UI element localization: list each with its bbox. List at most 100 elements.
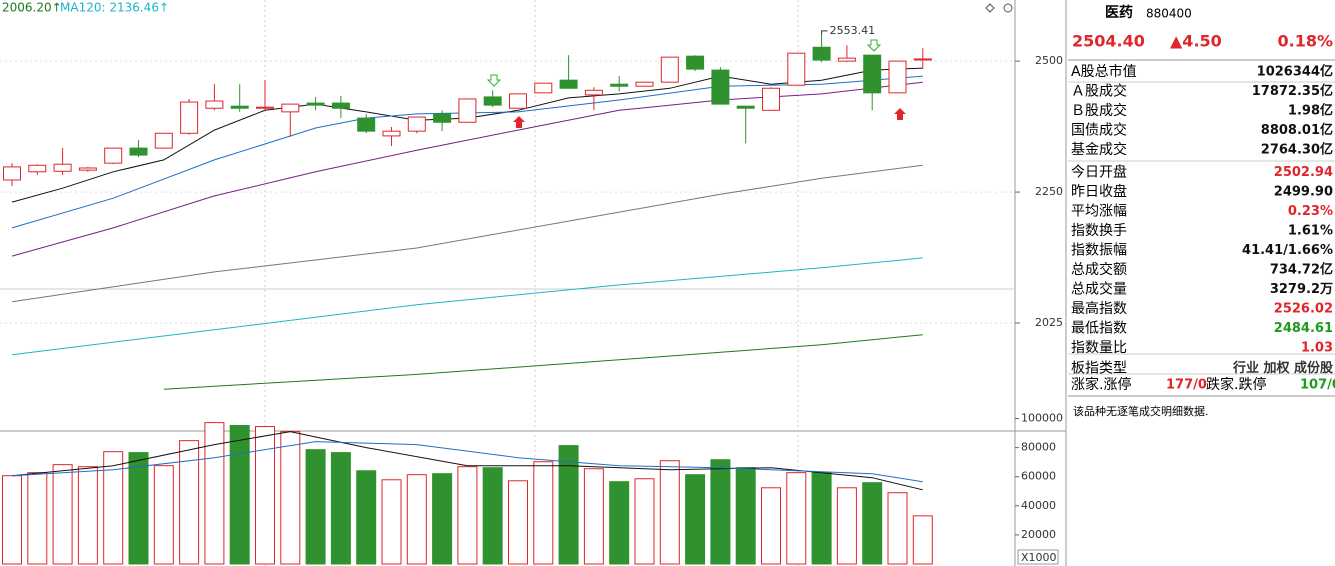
stock-name: 医药 — [1105, 4, 1133, 21]
candle-body — [331, 102, 350, 109]
row-label: 总成交量 — [1071, 281, 1127, 298]
row-value: 0.23% — [1288, 204, 1333, 219]
row-value: 2484.61 — [1274, 321, 1333, 336]
candle-body — [28, 164, 47, 173]
volume-bar — [508, 480, 528, 565]
volume-bar — [761, 487, 781, 565]
icon-settings[interactable] — [1003, 3, 1013, 13]
candle-body — [509, 93, 527, 109]
volume-bar — [128, 452, 149, 565]
volume-bar — [836, 487, 857, 565]
candle-body — [483, 96, 502, 106]
candle-body — [686, 55, 705, 70]
row-label: 基金成交 — [1071, 141, 1127, 158]
candle-body — [888, 60, 907, 94]
signal-down — [866, 39, 882, 52]
volume-bar — [457, 466, 478, 565]
row-label: 指数换手 — [1071, 222, 1127, 239]
signal-up — [894, 108, 906, 120]
candle-body — [53, 163, 72, 172]
volume-bar — [887, 492, 908, 565]
volume-bar — [255, 426, 275, 565]
row-value: 8808.01亿 — [1261, 122, 1333, 138]
candle-body — [382, 130, 401, 137]
row-label: 昨日收盘 — [1071, 183, 1127, 200]
ma-line — [163, 334, 923, 390]
row-label: 平均涨幅 — [1071, 204, 1127, 220]
candle-body — [837, 57, 856, 62]
row-value: 2526.02 — [1274, 302, 1333, 317]
row-label: Ａ股成交 — [1071, 83, 1127, 100]
annotation: 2553.41 — [830, 24, 876, 37]
row-label: 指数量比 — [1071, 340, 1127, 356]
candle-body — [230, 105, 249, 109]
volume-unit: X1000 — [1021, 551, 1057, 564]
volume-bar — [735, 467, 756, 565]
note: 该品种无逐笔成交明细数据. — [1073, 404, 1209, 418]
y-tick-label: 100000 — [1021, 412, 1063, 425]
stock-code: 880400 — [1146, 7, 1192, 21]
volume-bar — [52, 464, 73, 565]
row-value: 1.61% — [1288, 224, 1333, 239]
volume-bar — [583, 468, 604, 565]
volume-bar — [609, 481, 630, 565]
signal-up — [513, 116, 525, 128]
candle-body — [812, 46, 831, 61]
row-label: 国债成交 — [1071, 122, 1127, 139]
volume-bar — [432, 473, 453, 565]
volume-bar — [330, 452, 351, 565]
breadth-value: 177/0 — [1166, 378, 1207, 393]
legend-item: 2006.20↑ — [2, 1, 62, 15]
row-label: 最高指数 — [1071, 300, 1127, 317]
volume-bar — [912, 515, 933, 565]
icon-diamond[interactable] — [985, 3, 995, 13]
volume-bar — [27, 472, 48, 565]
row-value: 1.98亿 — [1288, 103, 1333, 119]
candle-body — [559, 79, 578, 89]
volume-bar — [786, 472, 807, 565]
row-label: 板指类型 — [1071, 361, 1127, 377]
candle-body — [357, 117, 376, 132]
candle-body — [3, 166, 21, 181]
row-label: Ｂ股成交 — [1071, 102, 1127, 119]
unit-box — [1017, 549, 1059, 565]
volume-bar — [356, 470, 377, 565]
volume-bar — [482, 467, 503, 565]
row-value: 2502.94 — [1274, 165, 1333, 180]
candle-body — [180, 101, 199, 134]
breadth-label: 涨家.涨停 — [1071, 376, 1131, 393]
candle-body — [407, 116, 426, 132]
candle-body — [863, 54, 882, 94]
candle-body — [458, 98, 477, 123]
volume-bar — [659, 460, 680, 565]
volume-bar — [153, 465, 174, 565]
candle-body — [711, 69, 730, 105]
candle-body — [205, 100, 224, 109]
volume-bar — [634, 478, 655, 565]
y-tick-label: 2025 — [1035, 316, 1063, 329]
volume-bar — [406, 474, 427, 565]
breadth-label: 跌家.跌停 — [1206, 376, 1266, 393]
row-label: A股总市值 — [1071, 63, 1137, 80]
ma-line — [11, 257, 923, 356]
volume-bar — [103, 451, 124, 565]
row-value: 1.03 — [1301, 341, 1333, 356]
candle-body — [433, 113, 452, 123]
candle-body — [762, 87, 780, 111]
volume-bar — [685, 474, 706, 565]
row-label: 总成交额 — [1071, 261, 1127, 278]
change: ▲4.50 — [1170, 32, 1222, 51]
candle-body — [154, 132, 173, 149]
row-value: 734.72亿 — [1270, 262, 1333, 278]
row-label: 今日开盘 — [1071, 164, 1127, 181]
candle-body — [913, 58, 932, 61]
candle-body — [256, 106, 274, 109]
volume-bar — [179, 440, 200, 565]
candle-body — [635, 81, 654, 87]
price: 2504.40 — [1072, 32, 1145, 51]
ma-line — [11, 441, 923, 483]
volume-bar — [558, 445, 579, 565]
candle-body — [534, 82, 553, 94]
row-label: 指数振幅 — [1071, 243, 1127, 259]
